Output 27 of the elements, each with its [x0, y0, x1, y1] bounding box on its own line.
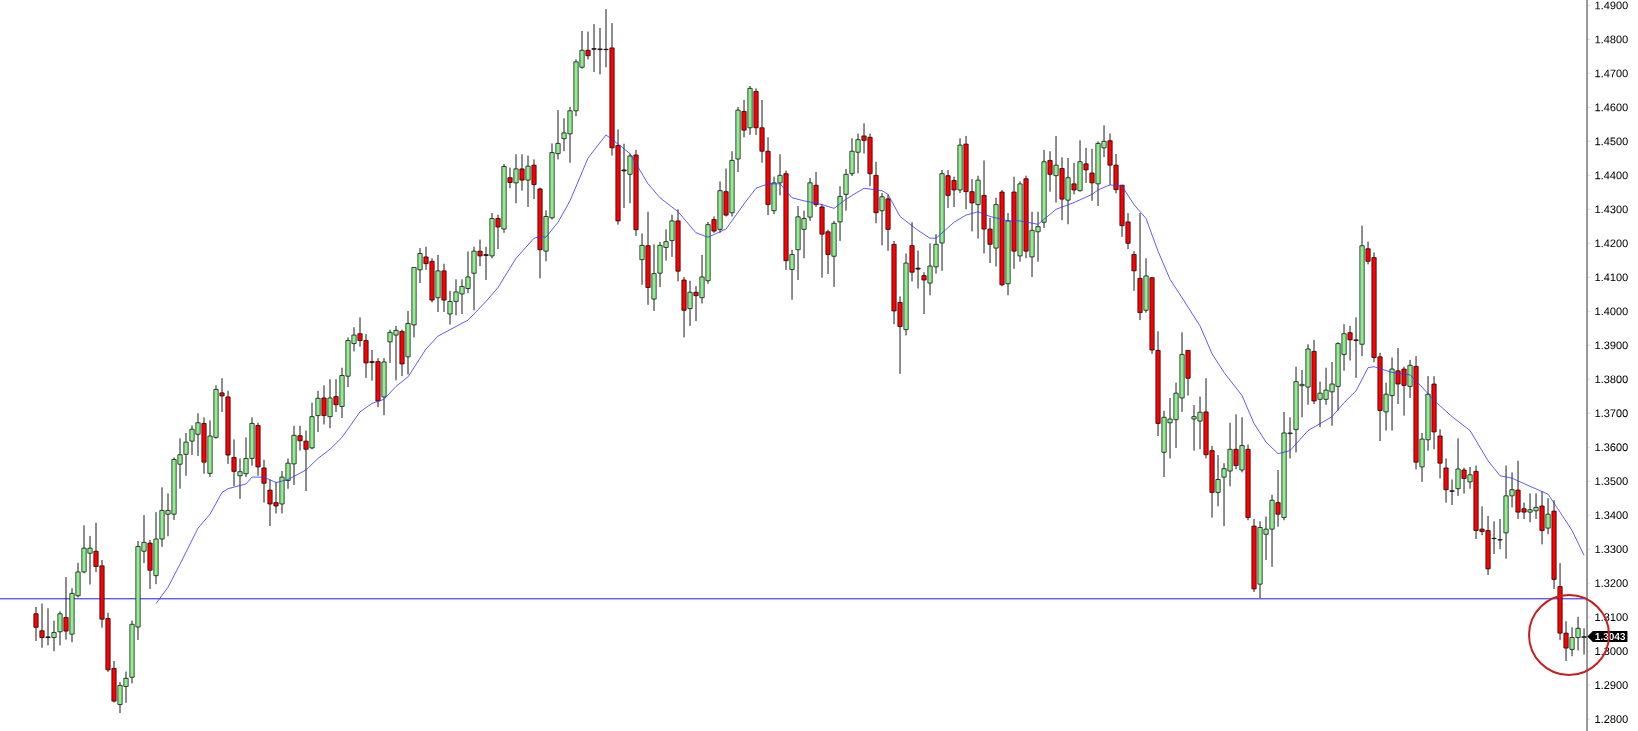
y-tick-label: 1.3600: [1595, 443, 1628, 452]
y-tick-label: 1.4600: [1595, 103, 1628, 112]
y-tick-label: 1.3400: [1595, 511, 1628, 520]
y-tick-label: 1.4200: [1595, 239, 1628, 248]
y-tick-label: 1.4100: [1595, 273, 1628, 282]
y-tick-label: 1.3300: [1595, 545, 1628, 554]
candlestick: [33, 606, 39, 642]
y-tick-label: 1.4900: [1595, 1, 1628, 10]
line-series: [155, 134, 1585, 604]
y-tick-label: 1.2800: [1595, 715, 1628, 723]
y-tick-label: 1.4700: [1595, 69, 1628, 78]
candlestick: [1131, 250, 1137, 292]
y-tick-label: 1.3700: [1595, 409, 1628, 418]
candlestick: [843, 168, 849, 212]
y-tick-label: 1.4800: [1595, 35, 1628, 44]
candlestick: [1449, 479, 1455, 506]
y-tick-label: 1.3900: [1595, 341, 1628, 350]
y-tick-label: 1.4300: [1595, 205, 1628, 214]
y-tick-label: 1.4000: [1595, 307, 1628, 316]
y-tick-label: 1.4400: [1595, 171, 1628, 180]
y-tick-label: 1.3800: [1595, 375, 1628, 384]
y-tick-label: 1.4500: [1595, 137, 1628, 146]
y-tick-label: 1.2900: [1595, 681, 1628, 690]
y-tick-label: 1.3500: [1595, 477, 1628, 486]
candlestick: [1443, 458, 1449, 504]
candlestick: [1497, 518, 1503, 550]
y-tick-label: 1.3200: [1595, 579, 1628, 588]
